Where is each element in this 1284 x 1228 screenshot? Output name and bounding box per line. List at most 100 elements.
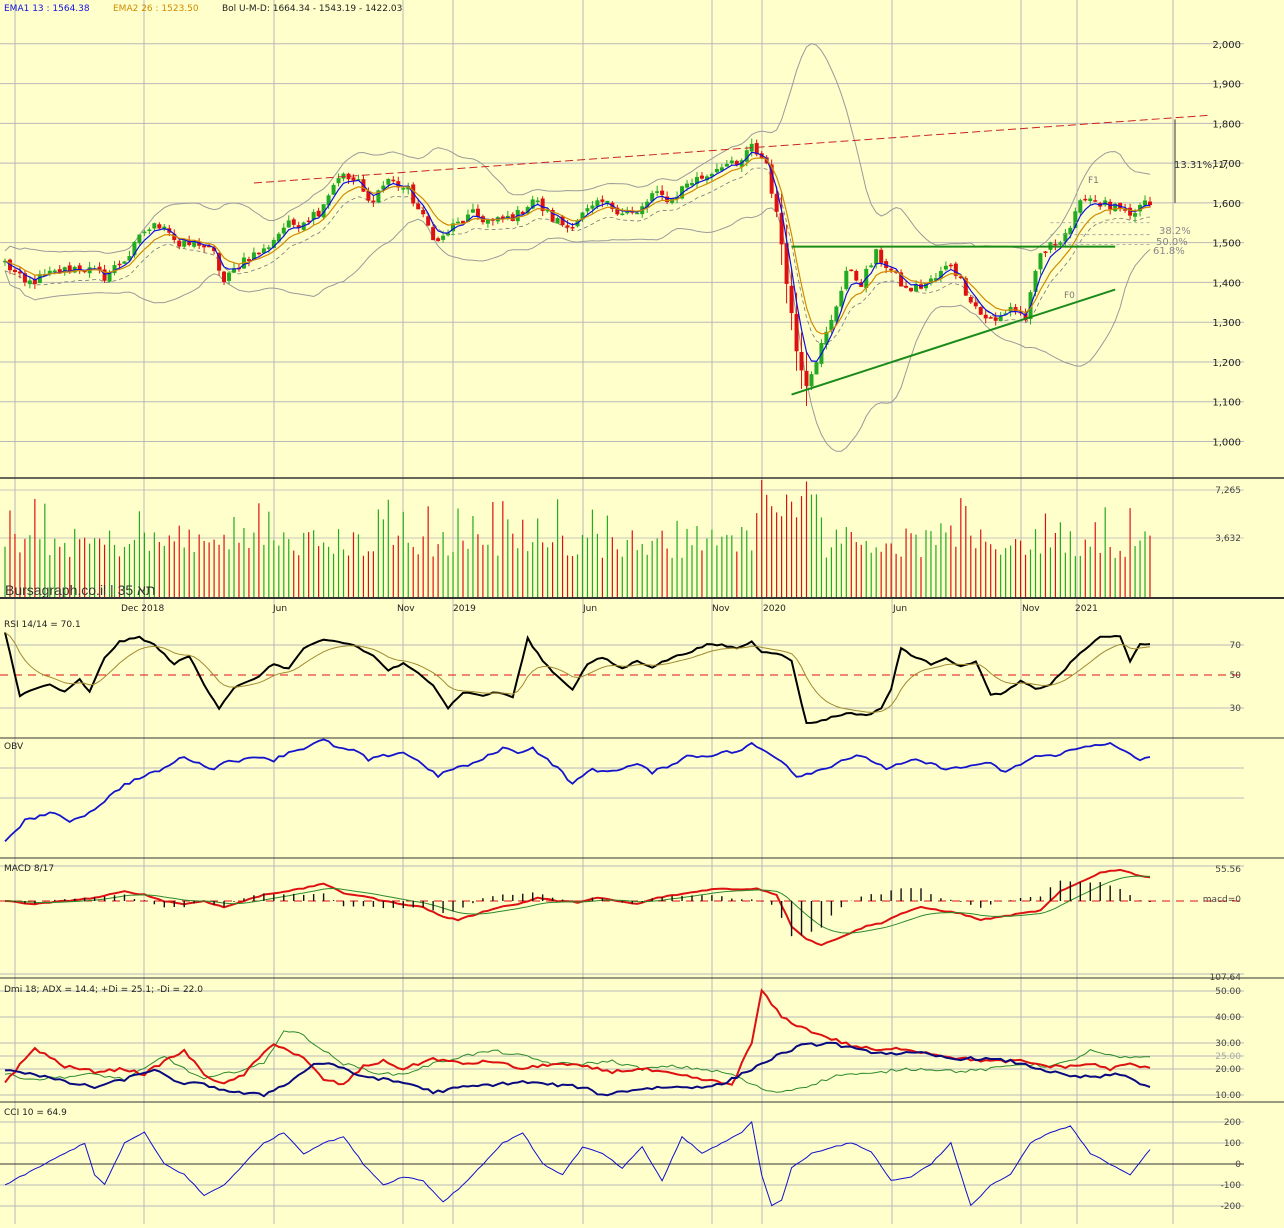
candle-body [426, 216, 431, 226]
candle-body [1078, 200, 1083, 213]
pct-up-annotation: 13.31%, 1, [1174, 160, 1228, 171]
grid-lines [0, 0, 1244, 1224]
candle-body [520, 211, 525, 215]
candle-body [709, 173, 714, 177]
y-tick-label: 1,900 [1212, 80, 1241, 91]
candle-body [117, 263, 122, 266]
candle-body [421, 209, 426, 215]
candle-body [998, 316, 1003, 322]
candle-body [192, 240, 197, 247]
candle-body [127, 256, 132, 261]
candle-body [331, 184, 336, 195]
candle-body [665, 196, 670, 203]
panel-separators [0, 477, 1284, 1103]
rsi-tick-label: 70 [1230, 641, 1242, 651]
candle-body [3, 260, 7, 263]
adx-line [4, 1041, 1151, 1098]
candle-body [635, 212, 640, 215]
candle-body [595, 200, 600, 207]
candle-body [351, 177, 356, 181]
candle-body [256, 252, 261, 255]
candle-body [590, 205, 595, 209]
candle-body [446, 233, 451, 236]
macd-signal-line [5, 875, 1151, 934]
candle-body [22, 273, 27, 283]
volume-bars [4, 480, 1151, 598]
candle-body [1083, 198, 1088, 201]
candle-body [824, 331, 829, 345]
candle-body [187, 240, 192, 246]
trend-lines [253, 114, 1209, 396]
y-tick-label: 1,000 [1212, 438, 1241, 449]
dmi-tick-label: 30.00 [1215, 1039, 1241, 1049]
candle-body [52, 270, 57, 272]
candle-body [988, 317, 993, 319]
plus-di-line [4, 988, 1151, 1086]
candle-body [879, 249, 884, 263]
candle-body [316, 210, 321, 217]
candle-body [784, 243, 789, 284]
candle-body [699, 175, 704, 179]
candle-body [261, 248, 266, 254]
candle-body [306, 220, 311, 223]
candle-body [147, 229, 152, 232]
candle-body [67, 265, 72, 273]
y-tick-label: 1,400 [1212, 278, 1241, 289]
candle-body [834, 306, 839, 322]
macd-tick-label: macd=0 [1203, 895, 1241, 905]
candle-body [565, 225, 570, 228]
x-label: 2021 [1075, 604, 1098, 614]
candle-body [839, 290, 844, 307]
candle-body [1148, 201, 1152, 206]
ema2-label: EMA2 26 : 1523.50 [113, 4, 199, 14]
candle-body [222, 271, 227, 283]
candle-body [182, 240, 187, 247]
candle-body [212, 247, 217, 252]
y-tick-label: 1,200 [1212, 358, 1241, 369]
candle-body [899, 272, 904, 287]
candle-body [37, 274, 42, 284]
candle-body [47, 270, 52, 274]
cci-line [4, 1120, 1151, 1207]
candle-body [724, 163, 729, 167]
rsi-line [4, 632, 1151, 725]
dmi-tick-label: 25.00 [1215, 1052, 1241, 1062]
candle-body [774, 193, 779, 212]
cci-label: CCI 10 = 64.9 [4, 1108, 67, 1118]
candle-body [371, 200, 376, 203]
cci-tick-label: 0 [1235, 1160, 1241, 1170]
candle-body [456, 221, 461, 224]
candle-body [102, 269, 107, 281]
candle-body [1073, 211, 1078, 228]
candle-body [1013, 307, 1018, 311]
candle-body [1063, 233, 1068, 242]
candle-body [376, 190, 381, 203]
candle-body [386, 178, 391, 185]
candle-body [963, 278, 968, 296]
candle-body [1003, 313, 1008, 315]
candle-body [655, 191, 660, 193]
candle-body [645, 201, 650, 208]
candle-body [1023, 313, 1028, 321]
bollinger-bands [4, 43, 1151, 452]
candle-body [754, 143, 759, 155]
candle-body [555, 218, 560, 224]
candle-body [680, 186, 685, 199]
candle-body [510, 214, 515, 222]
candle-body [1138, 204, 1143, 212]
macd-line [4, 868, 1151, 947]
x-label: Nov [397, 604, 415, 614]
candle-body [77, 265, 82, 270]
candle-body [97, 266, 102, 271]
candle-body [690, 183, 694, 186]
candle-body [714, 168, 719, 173]
cci-tick-label: -200 [1221, 1202, 1242, 1212]
candlesticks [3, 138, 1152, 407]
fib-618-label: 61.8% [1153, 246, 1185, 257]
candle-body [321, 204, 326, 218]
macd-tick-label: 55.56 [1215, 865, 1241, 875]
cci-tick-label: 200 [1224, 1118, 1241, 1128]
y-tick-label: 2,000 [1212, 40, 1241, 51]
candle-body [207, 245, 212, 248]
